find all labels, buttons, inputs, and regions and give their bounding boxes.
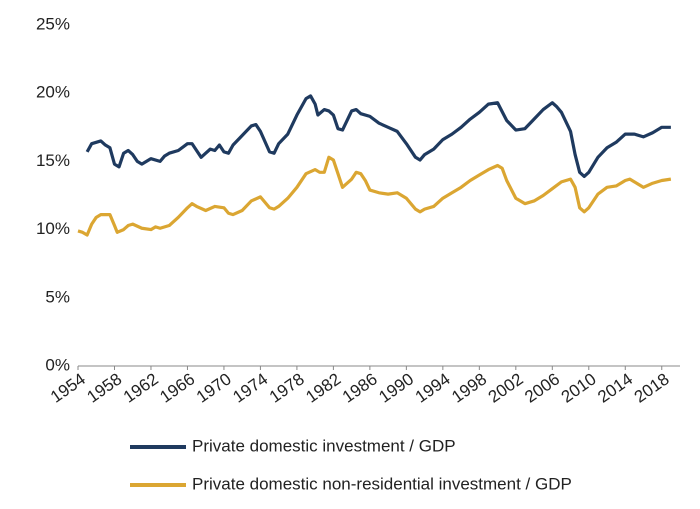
x-tick-label: 1970 xyxy=(193,369,235,406)
x-tick-label: 1994 xyxy=(412,369,454,406)
x-tick-label: 1986 xyxy=(339,369,381,406)
x-tick-label: 2014 xyxy=(594,369,636,406)
x-tick-label: 1962 xyxy=(120,369,162,406)
x-tick-label: 1974 xyxy=(229,369,271,406)
x-tick-label: 1954 xyxy=(47,369,89,406)
y-tick-label: 5% xyxy=(45,287,70,306)
x-tick-label: 2002 xyxy=(485,369,527,406)
x-tick-label: 1966 xyxy=(156,369,198,406)
x-tick-label: 1958 xyxy=(83,369,125,406)
series-line xyxy=(85,94,671,179)
x-tick-label: 2006 xyxy=(521,369,563,406)
y-tick-label: 25% xyxy=(36,14,70,33)
y-tick-label: 20% xyxy=(36,83,70,102)
y-tick-label: 0% xyxy=(45,355,70,374)
legend-label: Private domestic non-residential investm… xyxy=(192,474,572,493)
legend-label: Private domestic investment / GDP xyxy=(192,436,456,455)
y-tick-label: 15% xyxy=(36,151,70,170)
x-tick-label: 2018 xyxy=(631,369,673,406)
x-tick-label: 1982 xyxy=(302,369,344,406)
x-tick-label: 1978 xyxy=(266,369,308,406)
x-tick-label: 2010 xyxy=(558,369,600,406)
x-tick-label: 1998 xyxy=(448,369,490,406)
series-line xyxy=(77,155,672,237)
y-tick-label: 10% xyxy=(36,219,70,238)
x-tick-label: 1990 xyxy=(375,369,417,406)
